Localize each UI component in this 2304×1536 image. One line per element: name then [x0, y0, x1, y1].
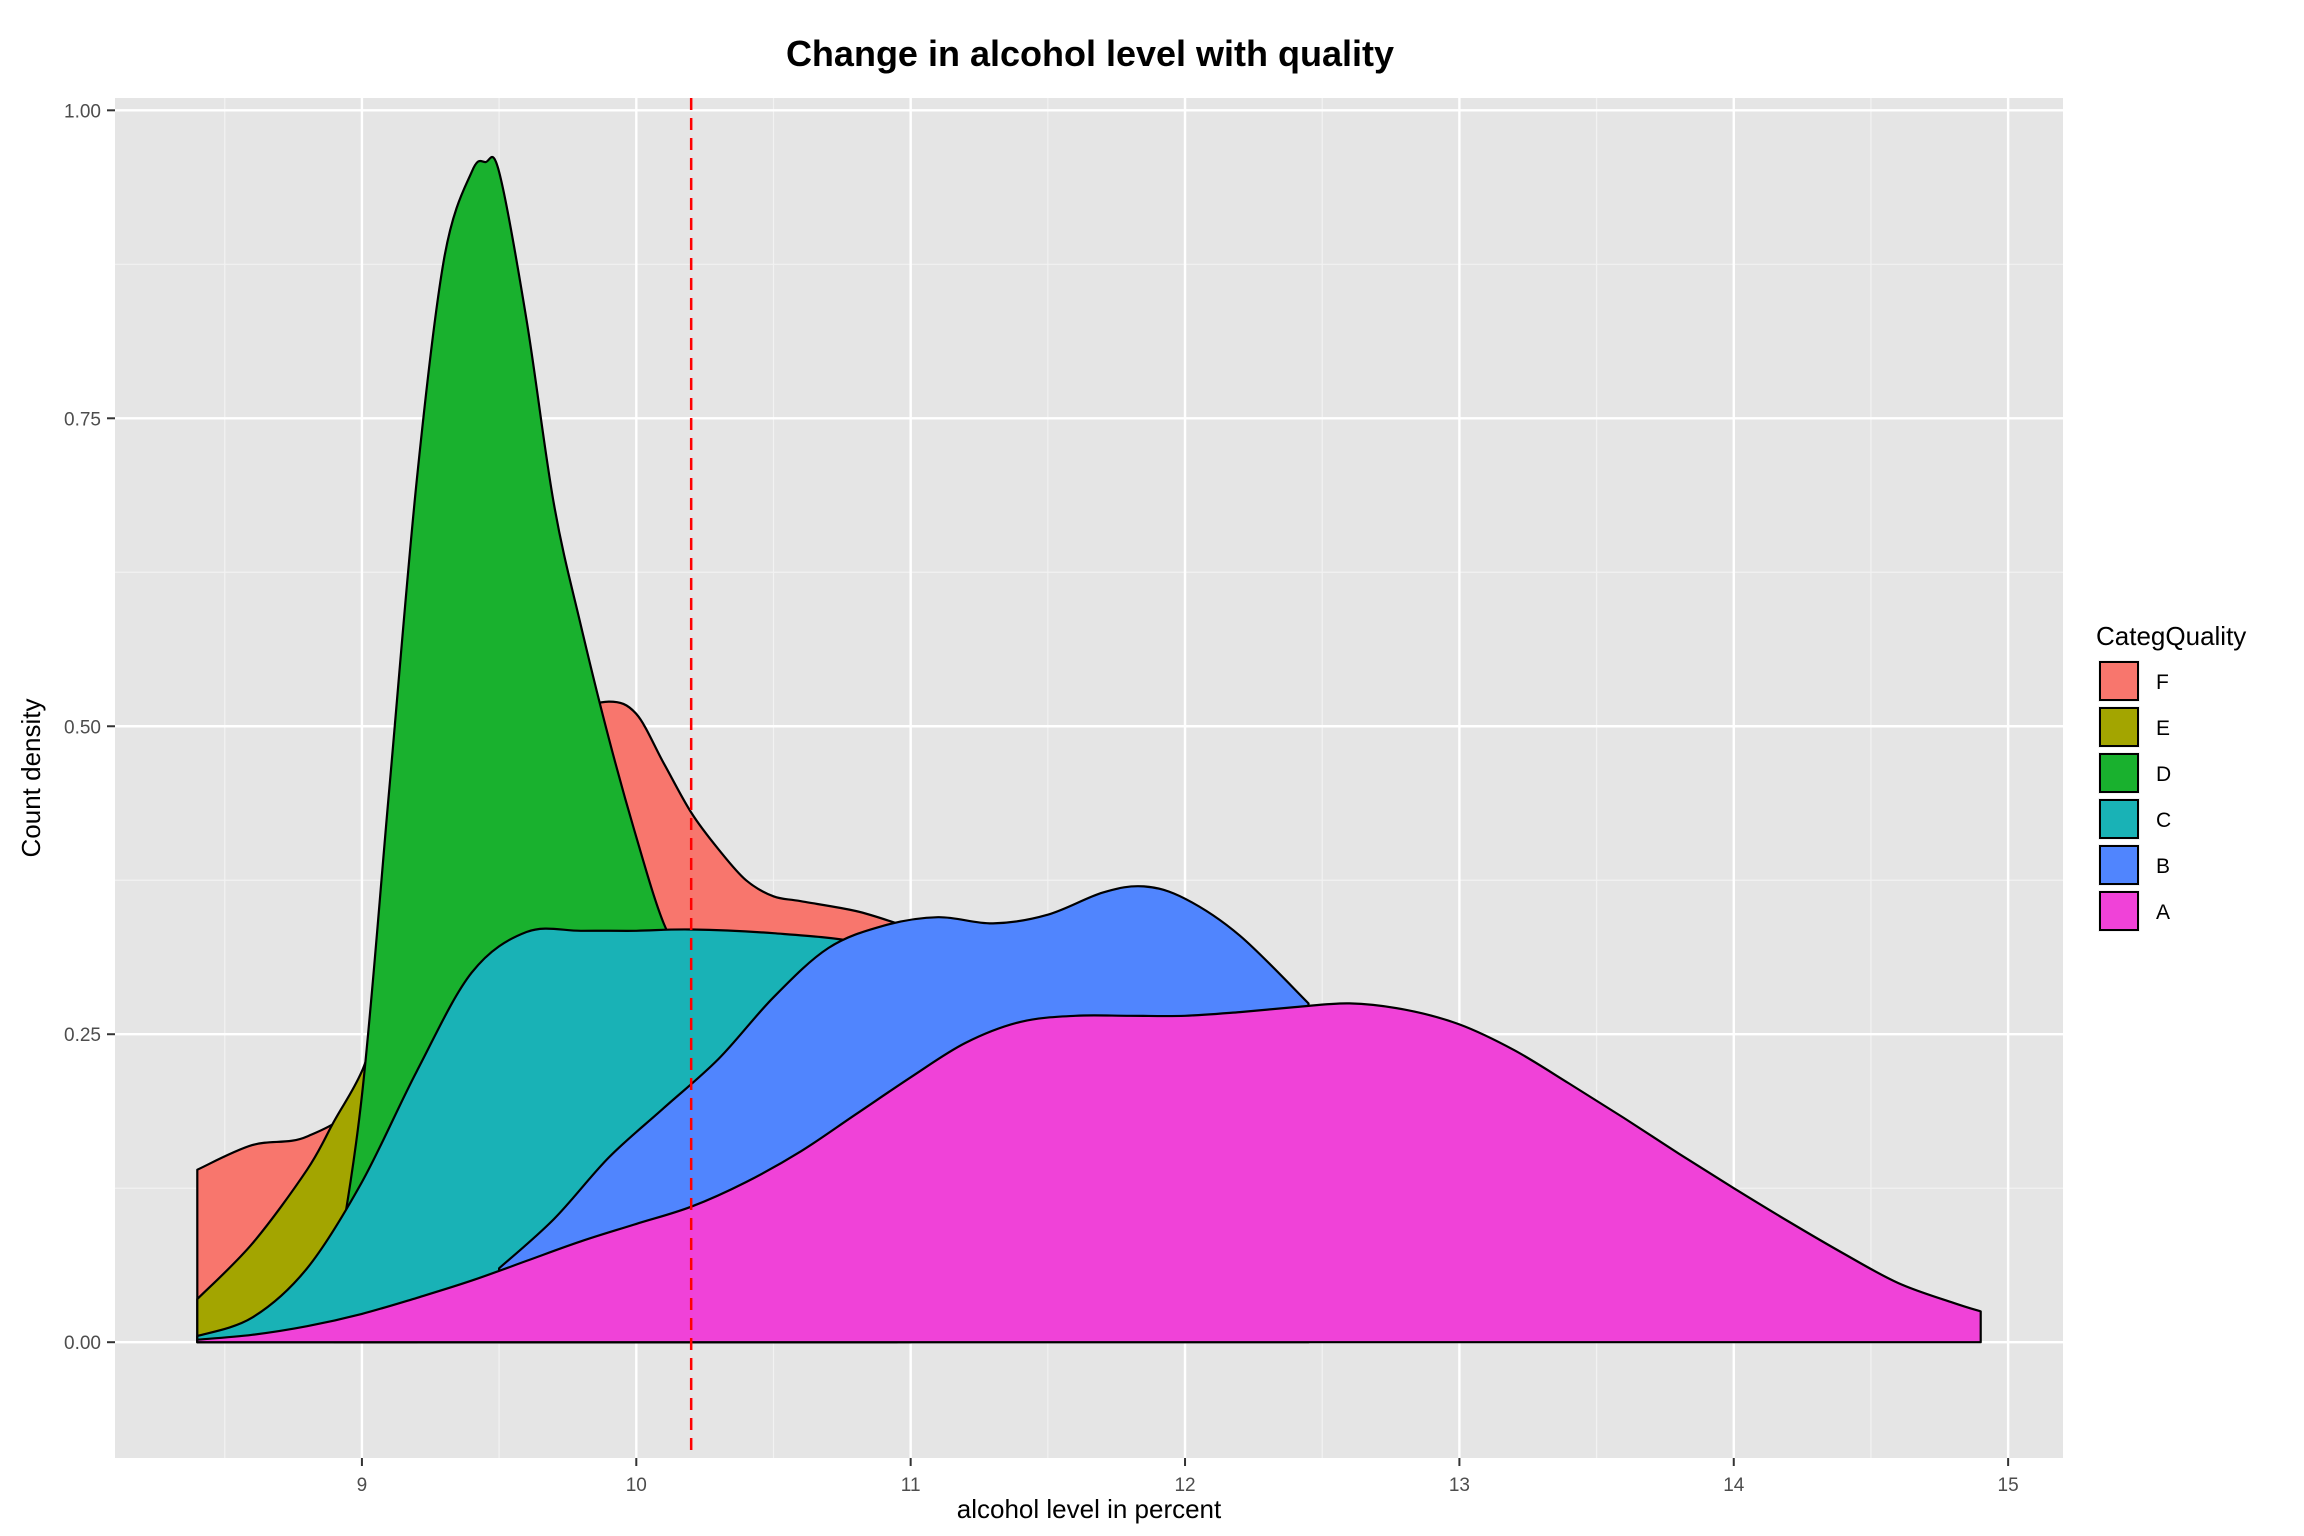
x-tick-label: 15 — [1998, 1475, 2019, 1496]
legend-label-D: D — [2156, 763, 2171, 786]
legend-label-C: C — [2156, 809, 2171, 832]
y-axis-title: Count density — [16, 699, 46, 858]
legend-key-C — [2099, 799, 2139, 839]
density-areas — [196, 156, 1982, 1344]
y-axis: 0.00 0.25 0.50 0.75 1.00 — [64, 101, 115, 1354]
legend-title: CategQuality — [2096, 621, 2246, 651]
x-axis-title: alcohol level in percent — [957, 1494, 1222, 1524]
y-tick-label: 0.25 — [64, 1025, 101, 1046]
legend-key-D — [2099, 753, 2139, 793]
chart-title: Change in alcohol level with quality — [786, 33, 1394, 74]
density-area-A — [196, 1002, 1982, 1344]
x-tick-label: 12 — [1174, 1475, 1195, 1496]
y-tick-label: 1.00 — [64, 101, 101, 122]
y-tick-label: 0.75 — [64, 409, 101, 430]
x-tick-label: 10 — [626, 1475, 647, 1496]
legend-key-A — [2099, 891, 2139, 931]
x-tick-label: 9 — [357, 1475, 368, 1496]
x-tick-label: 14 — [1723, 1475, 1745, 1496]
y-tick-label: 0.50 — [64, 717, 101, 738]
legend-label-E: E — [2156, 717, 2170, 740]
legend-key-F — [2099, 661, 2139, 701]
legend-key-E — [2099, 707, 2139, 747]
x-tick-label: 11 — [901, 1475, 921, 1496]
legend-label-F: F — [2156, 671, 2169, 694]
legend-key-B — [2099, 845, 2139, 885]
y-tick-label: 0.00 — [64, 1333, 101, 1354]
legend-label-A: A — [2156, 901, 2170, 924]
x-tick-label: 13 — [1449, 1475, 1470, 1496]
x-axis: 9 10 11 12 13 14 15 — [357, 1458, 2019, 1496]
legend-label-B: B — [2156, 855, 2170, 878]
